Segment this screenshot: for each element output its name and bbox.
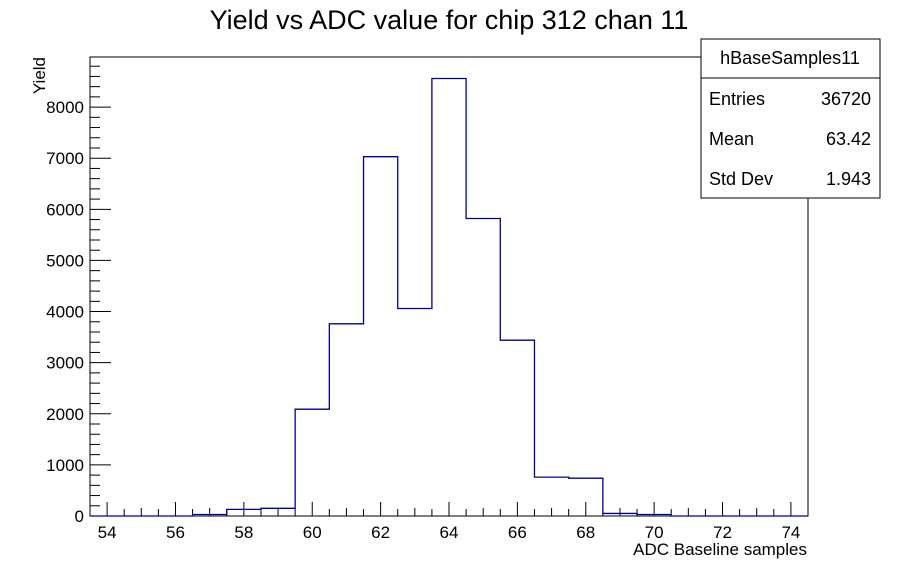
axis-ticks: 54 56 58 60 62 64 66 68 70 72 74 0 1000 2000 3000 4000 5… — [46, 65, 800, 542]
x-tick-label: 54 — [98, 523, 117, 542]
stats-mean-value: 63.42 — [826, 129, 871, 149]
stats-stddev-label: Std Dev — [709, 169, 773, 189]
x-tick-label: 58 — [234, 523, 253, 542]
plot-frame — [89, 56, 809, 517]
y-axis-label: Yield — [30, 57, 49, 94]
y-tick-label: 7000 — [46, 149, 84, 168]
stats-entries-label: Entries — [709, 89, 765, 109]
x-tick-label: 70 — [645, 523, 664, 542]
x-tick-label: 56 — [166, 523, 185, 542]
y-tick-label: 5000 — [46, 251, 84, 270]
y-tick-label: 6000 — [46, 200, 84, 219]
x-tick-label: 62 — [371, 523, 390, 542]
chart-title: Yield vs ADC value for chip 312 chan 11 — [210, 5, 689, 35]
y-tick-label: 1000 — [46, 456, 84, 475]
histogram-bin — [295, 409, 329, 516]
histogram-bin — [466, 219, 500, 516]
histogram-outline — [90, 77, 808, 517]
stats-histogram-name: hBaseSamples11 — [720, 48, 860, 68]
x-tick-label: 66 — [508, 523, 527, 542]
histogram-bin — [398, 308, 432, 516]
x-tick-label: 68 — [576, 523, 595, 542]
y-tick-label: 0 — [75, 507, 84, 526]
y-tick-label: 3000 — [46, 354, 84, 373]
stats-stddev-value: 1.943 — [826, 169, 871, 189]
histogram-bin — [500, 340, 534, 516]
y-tick-label: 2000 — [46, 405, 84, 424]
y-tick-label: 4000 — [46, 303, 84, 322]
x-tick-label: 72 — [713, 523, 732, 542]
stats-box: hBaseSamples11 Entries 36720 Mean 63.42 … — [700, 38, 881, 199]
x-tick-label: 60 — [303, 523, 322, 542]
x-tick-label: 74 — [781, 523, 800, 542]
histogram-bin — [364, 157, 398, 516]
histogram-bin — [329, 324, 363, 516]
stats-box-frame — [700, 38, 881, 199]
x-tick-label: 64 — [440, 523, 459, 542]
histogram-bin — [432, 78, 466, 516]
stats-mean-label: Mean — [709, 129, 754, 149]
y-tick-label: 8000 — [46, 98, 84, 117]
stats-entries-value: 36720 — [821, 89, 871, 109]
x-axis-label: ADC Baseline samples — [633, 540, 807, 559]
